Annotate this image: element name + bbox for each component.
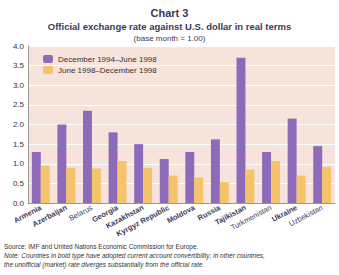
svg-text:(base month = 1.00): (base month = 1.00) xyxy=(134,34,206,43)
svg-text:Kyrgyz Republic: Kyrgyz Republic xyxy=(115,203,171,238)
svg-text:Chart 3: Chart 3 xyxy=(151,7,189,19)
svg-text:2.5: 2.5 xyxy=(13,100,25,109)
svg-text:2.0: 2.0 xyxy=(13,120,25,129)
svg-text:Ukraine: Ukraine xyxy=(270,203,299,224)
svg-text:Uzbekistan: Uzbekistan xyxy=(287,203,324,228)
svg-text:3.5: 3.5 xyxy=(13,61,25,70)
svg-text:the unofficial (market) rate d: the unofficial (market) rate diverges su… xyxy=(4,261,204,269)
svg-text:4.0: 4.0 xyxy=(13,42,25,51)
svg-text:3.0: 3.0 xyxy=(13,81,25,90)
svg-text:Moldova: Moldova xyxy=(165,203,197,226)
svg-text:1.0: 1.0 xyxy=(13,159,25,168)
svg-text:Georgia: Georgia xyxy=(90,203,120,225)
svg-text:0.5: 0.5 xyxy=(13,179,25,188)
svg-text:December 1994–June 1998: December 1994–June 1998 xyxy=(58,55,157,64)
svg-text:1.5: 1.5 xyxy=(13,140,25,149)
svg-text:0.0: 0.0 xyxy=(13,199,25,208)
svg-text:Armenia: Armenia xyxy=(12,203,43,225)
svg-text:Official exchange rate against: Official exchange rate against U.S. doll… xyxy=(48,21,291,32)
svg-text:Source: IMF and United Nations: Source: IMF and United Nations Economic … xyxy=(4,243,199,251)
svg-text:Azerbaijan: Azerbaijan xyxy=(31,203,69,229)
svg-text:Note: Countries in bold type h: Note: Countries in bold type have adopte… xyxy=(4,252,265,260)
svg-text:Russia: Russia xyxy=(196,203,222,223)
svg-text:Tajikistan: Tajikistan xyxy=(213,203,248,227)
svg-text:Kazakhstan: Kazakhstan xyxy=(104,203,146,231)
svg-text:June 1998–December 1998: June 1998–December 1998 xyxy=(58,66,157,75)
svg-text:Belarus: Belarus xyxy=(67,203,94,223)
svg-text:Turkmenistan: Turkmenistan xyxy=(229,203,273,232)
